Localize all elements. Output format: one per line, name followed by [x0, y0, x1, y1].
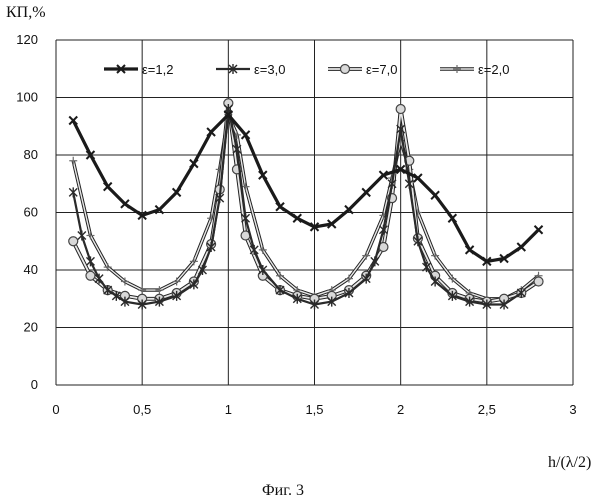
series-line: [73, 115, 538, 299]
data-point: [86, 271, 95, 280]
legend-label: ε=1,2: [142, 62, 173, 77]
series-line: [73, 103, 538, 301]
y-tick-label: 0: [31, 377, 38, 392]
data-point: [371, 256, 379, 266]
y-tick-label: 80: [24, 147, 38, 162]
data-point: [396, 105, 405, 114]
series-1: [69, 104, 525, 310]
series-line: [73, 115, 538, 262]
legend-item-3: ε=2,0: [440, 62, 509, 77]
series-layer: [69, 99, 543, 310]
y-axis-label: КП,%: [6, 4, 46, 21]
data-point: [431, 277, 439, 287]
data-point: [535, 226, 543, 234]
legend: ε=1,2 ε=3,0 ε=7,0 ε=2,0: [104, 62, 509, 77]
data-point: [362, 188, 370, 196]
series-line: [73, 109, 521, 305]
x-tick-label: 2,5: [478, 402, 496, 417]
x-tick-label: 0,5: [133, 402, 151, 417]
data-point: [86, 256, 94, 266]
legend-item-2: ε=7,0: [328, 62, 397, 77]
series-2: [69, 99, 543, 306]
legend-item-1: ε=3,0: [216, 62, 285, 77]
legend-label: ε=3,0: [254, 62, 285, 77]
y-tick-label: 40: [24, 262, 38, 277]
legend-item-0: ε=1,2: [104, 62, 173, 77]
data-point: [534, 277, 543, 286]
x-tick-label: 3: [569, 402, 576, 417]
legend-marker: [453, 65, 461, 73]
data-point: [69, 237, 78, 246]
legend-label: ε=2,0: [478, 62, 509, 77]
legend-marker: [341, 65, 350, 74]
legend-label: ε=7,0: [366, 62, 397, 77]
y-tick-label: 120: [16, 32, 38, 47]
y-tick-label: 100: [16, 90, 38, 105]
series-line-outline: [73, 103, 538, 301]
figure-caption: Фиг. 3: [262, 482, 304, 499]
x-tick-label: 1,5: [305, 402, 323, 417]
y-tick-label: 20: [24, 320, 38, 335]
y-tick-label: 60: [24, 205, 38, 220]
series-0: [69, 111, 542, 266]
series-3: [69, 111, 542, 303]
axes: 0 20 40 60 80 100 120 0 0,5 1 1,5 2 2,5 3: [16, 32, 576, 417]
x-tick-label: 2: [397, 402, 404, 417]
series-line-outline: [73, 115, 538, 299]
x-tick-label: 0: [52, 402, 59, 417]
grid: [56, 40, 573, 385]
x-tick-label: 1: [225, 402, 232, 417]
data-point: [431, 191, 439, 199]
data-point: [69, 187, 77, 197]
x-axis-label: h/(λ/2): [548, 454, 591, 471]
data-point: [78, 231, 86, 241]
data-point: [69, 157, 77, 165]
